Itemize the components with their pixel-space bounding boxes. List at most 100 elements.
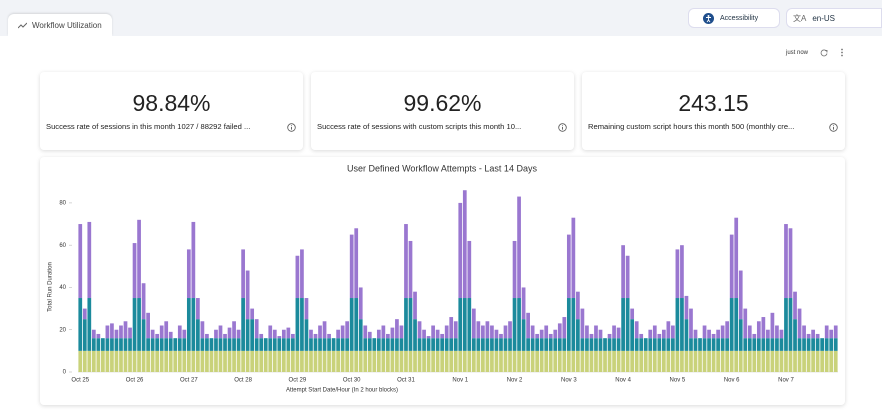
language-select[interactable]: 文A en-US	[786, 8, 882, 28]
bar-segment	[693, 338, 698, 351]
bar-segment	[612, 325, 616, 339]
bar-segment	[707, 329, 711, 339]
bar-segment	[186, 249, 191, 299]
bar-segment	[358, 287, 363, 320]
bar-segment	[499, 333, 503, 339]
bar-segment	[395, 338, 399, 351]
bar-segment	[286, 350, 291, 372]
bar-segment	[440, 333, 445, 339]
bar-segment	[680, 245, 684, 299]
bar-segment	[286, 338, 291, 351]
bar-segment	[612, 350, 616, 372]
bar-segment	[426, 338, 431, 351]
bar-segment	[517, 196, 521, 299]
bar-segment	[119, 338, 123, 351]
bar-segment	[770, 338, 775, 351]
bar-segment	[232, 321, 236, 339]
bar-segment	[87, 221, 92, 299]
bar-segment	[526, 338, 530, 351]
bar-segment	[711, 338, 716, 351]
bar-segment	[417, 338, 422, 351]
bar-segment	[734, 217, 739, 299]
bar-segment	[671, 338, 675, 351]
bar-segment	[485, 321, 490, 339]
bar-segment	[698, 338, 702, 351]
bar-segment	[168, 350, 173, 372]
bar-segment	[585, 350, 589, 372]
bar-segment	[295, 255, 300, 299]
info-icon[interactable]	[558, 123, 567, 132]
bar-segment	[666, 338, 671, 351]
tab[interactable]: Workflow Utilization	[8, 14, 112, 36]
bar-segment	[675, 249, 680, 299]
bar-segment	[150, 329, 155, 339]
refresh-bar: just now	[786, 48, 844, 57]
more-button[interactable]	[840, 48, 844, 57]
bar-segment	[738, 319, 743, 351]
bar-segment	[566, 298, 571, 351]
bar-segment	[417, 321, 422, 339]
bar-segment	[245, 319, 250, 351]
bar-segment	[720, 338, 725, 351]
bar-segment	[313, 350, 318, 372]
bar-segment	[680, 350, 684, 372]
bar-segment	[467, 298, 472, 351]
bar-segment	[494, 329, 499, 339]
bar-segment	[241, 249, 245, 299]
bar-segment	[797, 338, 802, 351]
bar-segment	[82, 308, 87, 320]
bar-segment	[82, 350, 87, 372]
x-tick-label: Nov 4	[615, 378, 631, 384]
accessibility-button[interactable]: Accessibility	[688, 8, 780, 28]
bar-segment	[381, 350, 386, 372]
bar-segment	[734, 298, 739, 351]
bar-segment	[363, 350, 368, 372]
bar-segment	[91, 338, 96, 351]
bar-segment	[186, 350, 191, 372]
bar-segment	[720, 325, 725, 339]
bar-segment	[440, 338, 445, 351]
bar-segment	[729, 234, 734, 299]
bar-segment	[548, 350, 553, 372]
bar-segment	[159, 350, 164, 372]
metric-description: Success rate of sessions with custom scr…	[317, 122, 522, 131]
bar-segment	[295, 350, 300, 372]
bar-segment	[268, 338, 273, 351]
bar-segment	[562, 350, 567, 372]
bar-segment	[811, 338, 815, 351]
bar-segment	[725, 338, 730, 351]
bar-segment	[503, 325, 508, 339]
x-axis-label: Attempt Start Date/Hour (In 2 hour block…	[286, 388, 398, 394]
bar-segment	[580, 308, 585, 339]
bar-segment	[390, 350, 395, 372]
bar-segment	[815, 333, 820, 339]
metric-value: 243.15	[678, 90, 749, 116]
bar-segment	[223, 333, 227, 339]
bar-segment	[689, 338, 693, 351]
bar-segment	[105, 325, 110, 339]
bar-segment	[557, 323, 562, 339]
bar-segment	[209, 350, 214, 372]
bar-segment	[340, 325, 345, 339]
bar-segment	[281, 338, 286, 351]
y-tick-label: 20	[59, 327, 66, 333]
bar-segment	[621, 245, 625, 299]
info-icon[interactable]	[287, 123, 296, 132]
bar-segment	[770, 312, 775, 339]
bar-segment	[775, 325, 779, 339]
bar-segment	[820, 338, 825, 351]
info-icon[interactable]	[829, 123, 838, 132]
accessibility-icon	[703, 12, 714, 24]
bar-segment	[652, 350, 657, 372]
bar-segment	[784, 224, 788, 299]
bar-segment	[707, 338, 711, 351]
bar-segment	[304, 298, 309, 320]
bar-segment	[313, 333, 318, 339]
bar-segment	[571, 217, 576, 299]
bar-segment	[404, 224, 408, 299]
bar-segment	[576, 291, 580, 320]
bar-segment	[684, 350, 689, 372]
bar-segment	[657, 350, 662, 372]
refresh-button[interactable]	[820, 48, 828, 57]
bar-segment	[557, 350, 562, 372]
